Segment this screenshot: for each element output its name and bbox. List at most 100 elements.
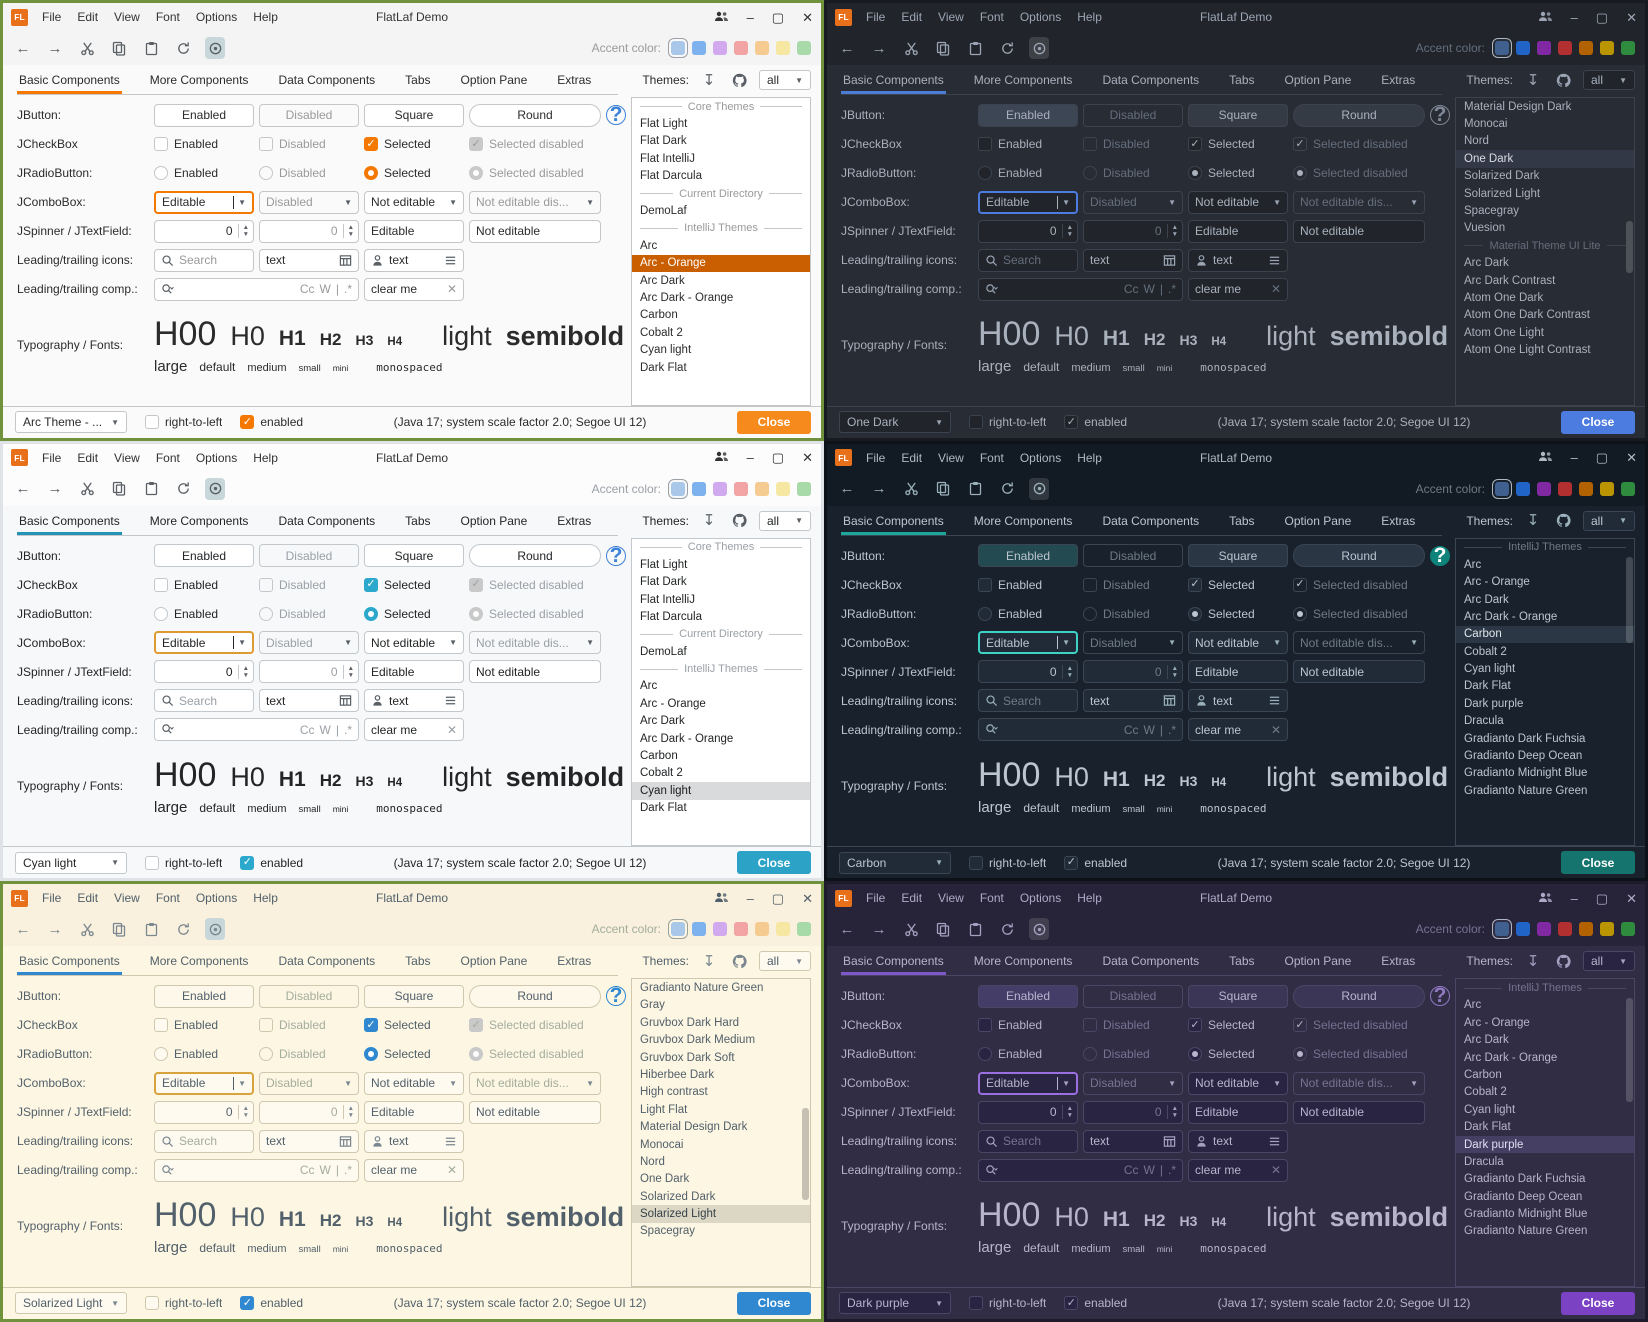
tab-data-components[interactable]: Data Components	[1102, 954, 1200, 969]
theme-list-item[interactable]: Arc Dark Contrast	[1464, 274, 1556, 287]
editable-combobox[interactable]: Editable ▼	[978, 631, 1078, 655]
theme-list-item[interactable]: Spacegray	[640, 1225, 695, 1238]
square-button[interactable]: Square	[364, 984, 464, 1008]
checkbox-selected[interactable]: ✓ Selected	[1188, 137, 1288, 151]
show-hidden-toggle-icon[interactable]	[1029, 477, 1049, 500]
theme-list-item[interactable]: Dracula	[1464, 1155, 1504, 1168]
theme-list-item[interactable]: Arc Dark	[640, 274, 685, 287]
theme-list-item[interactable]: Arc Dark - Orange	[1464, 1051, 1558, 1064]
text-field-calendar[interactable]: text	[259, 248, 359, 272]
copy-icon[interactable]	[109, 37, 129, 59]
theme-list-item[interactable]: Dark Flat	[1464, 1121, 1511, 1134]
round-button[interactable]: Round	[469, 544, 601, 568]
editable-textfield[interactable]: Editable	[1188, 219, 1288, 243]
accent-swatch-5[interactable]	[755, 41, 769, 55]
theme-combobox[interactable]: One Dark ▼	[839, 411, 951, 434]
help-icon[interactable]: ?	[1430, 544, 1450, 567]
tab-basic-components[interactable]: Basic Components	[17, 948, 122, 976]
accent-swatch-6[interactable]	[776, 481, 790, 496]
github-icon[interactable]	[729, 510, 749, 532]
back-icon[interactable]: ←	[15, 920, 31, 938]
theme-list-item[interactable]: Arc	[640, 680, 658, 693]
theme-list-item[interactable]: Arc Dark	[1464, 257, 1509, 270]
close-window-button[interactable]: ✕	[802, 9, 813, 25]
theme-list-item[interactable]: Monocai	[640, 1138, 684, 1151]
accent-swatch-2[interactable]	[692, 481, 706, 496]
tab-option-pane[interactable]: Option Pane	[460, 73, 528, 87]
text-field-calendar[interactable]: text	[1083, 689, 1183, 713]
paste-icon[interactable]	[141, 918, 161, 940]
enabled-button[interactable]: Enabled	[978, 544, 1078, 568]
forward-icon[interactable]: →	[47, 39, 63, 57]
theme-list-item[interactable]: Gradianto Nature Green	[1464, 784, 1588, 797]
menu-help[interactable]: Help	[1077, 891, 1102, 906]
whole-word-toggle[interactable]: W	[1143, 282, 1155, 296]
menu-font[interactable]: Font	[979, 450, 1004, 465]
theme-list-item[interactable]: Arc Dark	[1464, 1034, 1509, 1047]
not-editable-combobox[interactable]: Not editable ▼	[1188, 1071, 1288, 1095]
cut-icon[interactable]	[77, 478, 97, 500]
tab-more-components[interactable]: More Components	[149, 513, 249, 528]
theme-list-item[interactable]: Gradianto Deep Ocean	[1464, 1190, 1583, 1203]
theme-list-item[interactable]: Nord	[1464, 135, 1489, 148]
accent-swatch-3[interactable]	[1537, 481, 1551, 496]
users-icon[interactable]	[1538, 11, 1553, 24]
theme-list-item[interactable]: Gradianto Deep Ocean	[1464, 750, 1583, 763]
theme-list-item[interactable]: Cobalt 2	[640, 326, 683, 339]
github-icon[interactable]	[1553, 69, 1573, 91]
square-button[interactable]: Square	[364, 103, 464, 127]
spinner-arrows-icon[interactable]: ▲ ▼	[237, 1105, 249, 1120]
back-icon[interactable]: ←	[839, 39, 855, 57]
tab-tabs[interactable]: Tabs	[1229, 73, 1255, 87]
menu-edit[interactable]: Edit	[77, 450, 99, 465]
enabled-button[interactable]: Enabled	[154, 984, 254, 1008]
theme-list-item[interactable]: Arc Dark - Orange	[1464, 610, 1558, 623]
not-editable-combobox[interactable]: Not editable ▼	[364, 190, 464, 214]
tab-data-components[interactable]: Data Components	[1102, 513, 1200, 528]
theme-list-item[interactable]: Atom One Light	[1464, 326, 1544, 339]
regex-toggle[interactable]: .*	[1167, 1163, 1176, 1178]
search-field[interactable]: Search	[978, 1129, 1078, 1153]
theme-list-item[interactable]: Atom One Dark Contrast	[1464, 309, 1590, 322]
checkbox-selected[interactable]: ✓ Selected	[364, 137, 464, 151]
enabled-button[interactable]: Enabled	[978, 103, 1078, 127]
enabled-button[interactable]: Enabled	[154, 544, 254, 568]
enabled-checkbox[interactable]: ✓ enabled	[240, 855, 303, 870]
minimize-button[interactable]: –	[746, 450, 754, 466]
theme-combobox[interactable]: Solarized Light ▼	[15, 1292, 127, 1315]
right-to-left-checkbox[interactable]: right-to-left	[969, 1296, 1046, 1311]
menu-font[interactable]: Font	[155, 450, 180, 465]
tab-data-components[interactable]: Data Components	[278, 513, 376, 528]
close-button[interactable]: Close	[737, 410, 811, 434]
square-button[interactable]: Square	[1188, 544, 1288, 568]
theme-list-item[interactable]: Gray	[640, 999, 665, 1012]
enabled-checkbox[interactable]: ✓ enabled	[1064, 415, 1127, 430]
theme-combobox[interactable]: Dark purple ▼	[839, 1292, 951, 1315]
maximize-button[interactable]: ▢	[1595, 9, 1609, 25]
clear-icon[interactable]: ✕	[446, 282, 457, 296]
accent-swatch-5[interactable]	[755, 481, 769, 496]
text-field-user[interactable]: text	[364, 689, 464, 713]
theme-list-item[interactable]: Atom One Dark	[1464, 291, 1544, 304]
editable-combobox[interactable]: Editable ▼	[978, 190, 1078, 214]
checkbox-selected[interactable]: ✓ Selected	[364, 577, 464, 592]
clear-icon[interactable]: ✕	[1270, 722, 1281, 737]
menu-font[interactable]: Font	[155, 891, 180, 906]
scrollbar-thumb[interactable]	[1626, 997, 1633, 1102]
refresh-icon[interactable]	[997, 918, 1017, 940]
editable-combobox[interactable]: Editable ▼	[154, 1071, 254, 1095]
download-theme-icon[interactable]: ↧	[1526, 952, 1540, 970]
clearable-field[interactable]: clear me ✕	[1188, 1158, 1288, 1182]
menu-file[interactable]: File	[42, 450, 62, 465]
accent-swatch-1[interactable]	[671, 41, 685, 55]
menu-view[interactable]: View	[938, 450, 964, 465]
refresh-icon[interactable]	[173, 478, 193, 500]
paste-icon[interactable]	[141, 478, 161, 500]
copy-icon[interactable]	[933, 918, 953, 940]
theme-list-item[interactable]: Vuesion	[1464, 222, 1506, 235]
themes-filter-combobox[interactable]: all ▼	[1583, 510, 1635, 531]
menu-edit[interactable]: Edit	[901, 10, 923, 24]
users-icon[interactable]	[714, 892, 729, 905]
cut-icon[interactable]	[901, 918, 921, 940]
radio-enabled[interactable]: Enabled	[978, 1047, 1078, 1062]
